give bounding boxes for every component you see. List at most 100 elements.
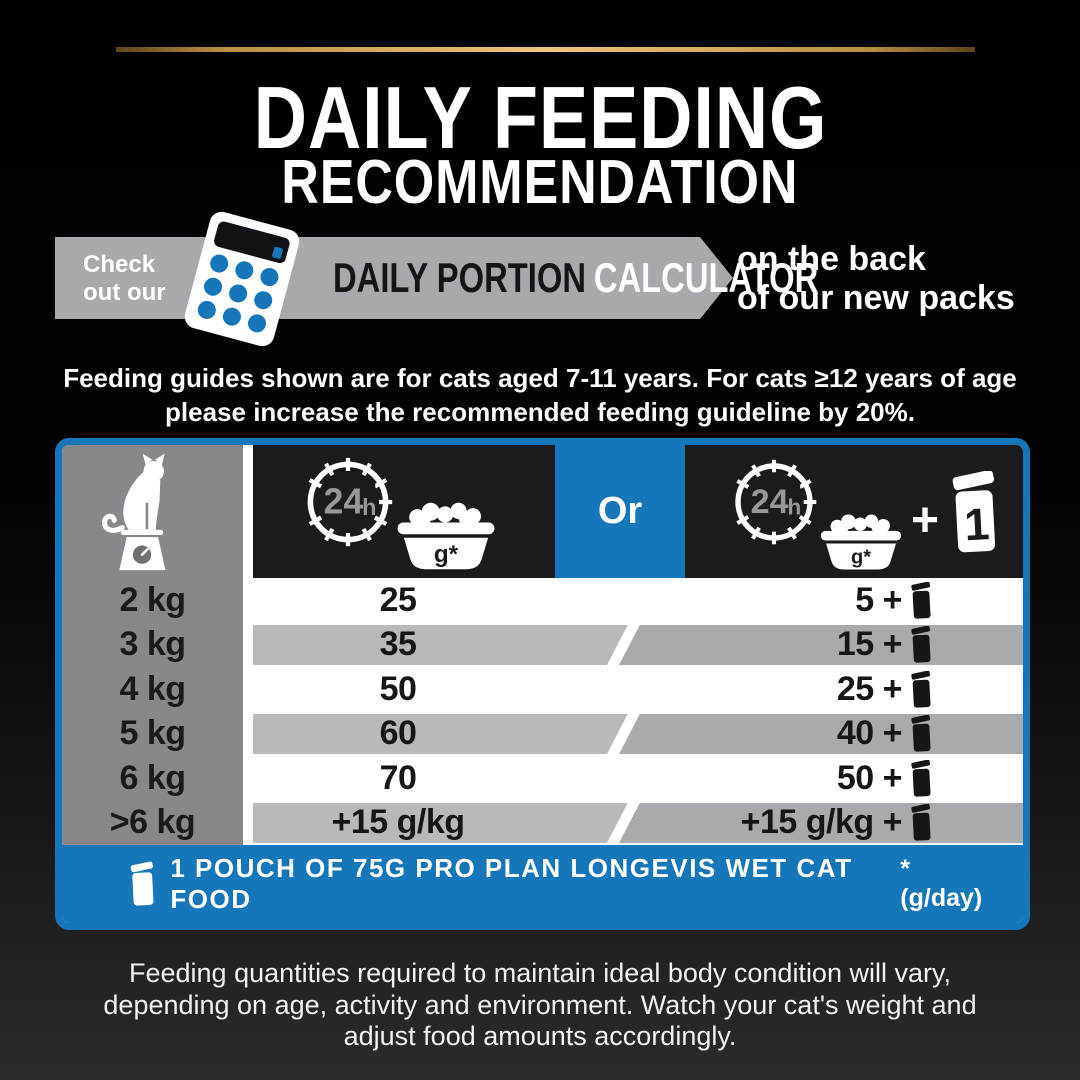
svg-text:h: h — [362, 494, 376, 520]
dry-amount: 60 — [379, 714, 417, 753]
disclaimer-line2: depending on age, activity and environme… — [103, 989, 977, 1020]
or-cell: Or — [555, 445, 685, 578]
pouch-note: 1 POUCH OF 75G PRO PLAN LONGEVIS WET CAT… — [170, 853, 853, 914]
mixed-amount: 50 + — [837, 756, 1023, 801]
unit-note: *(g/day) — [900, 855, 983, 912]
dry-amount: 50 — [379, 669, 417, 708]
banner-right-text: on the back of our new packs — [737, 240, 1015, 319]
wet-pouch-icon — [911, 759, 931, 797]
wet-pouch-icon: 1 — [951, 471, 996, 553]
svg-text:h: h — [788, 495, 802, 520]
wet-pouch-icon — [911, 715, 931, 753]
table-row: +15 g/kg +15 g/kg + — [253, 800, 1023, 846]
plus-sign: + — [911, 494, 940, 547]
header-mixed-feeding-cell: 24 h g* + 1 — [685, 445, 1023, 578]
disclaimer: Feeding quantities required to maintain … — [0, 958, 1080, 1053]
age-guideline-note: Feeding guides shown are for cats aged 7… — [0, 362, 1080, 430]
calculator-keys — [195, 252, 282, 335]
mixed-amount-text: 15 + — [836, 625, 903, 664]
weight-label: 5 kg — [119, 714, 186, 753]
clock-24h-icon: 24 h — [735, 459, 817, 545]
mixed-amount-text: +15 g/kg + — [740, 803, 903, 842]
check-line1: Check — [83, 251, 156, 278]
calculator-key — [258, 266, 281, 289]
page-subtitle: RECOMMENDATION — [0, 152, 1080, 214]
weight-labels: 2 kg 3 kg 4 kg 5 kg 6 kg >6 kg — [62, 578, 243, 845]
wet-pouch-icon — [911, 670, 931, 708]
food-bowl-icon: g* — [397, 502, 495, 570]
mixed-amount-text: 5 + — [855, 580, 902, 619]
calculator-key — [201, 275, 225, 298]
table-row: 25 5 + — [253, 578, 1023, 623]
table-footer: 1 POUCH OF 75G PRO PLAN LONGEVIS WET CAT… — [62, 845, 1023, 923]
header-dry-food-cell: 24 h g* — [253, 445, 555, 578]
calculator-cursor — [271, 246, 284, 260]
feeding-table: 2 kg 3 kg 4 kg 5 kg 6 kg >6 kg — [55, 438, 1030, 930]
row-band-left — [253, 803, 628, 844]
daily-portion-label: DAILY PORTION — [333, 254, 587, 301]
calculator-icon — [184, 211, 300, 347]
wet-pouch-icon — [130, 861, 154, 906]
cat-on-scale-icon — [102, 453, 166, 571]
weight-label: 6 kg — [119, 758, 186, 797]
food-bowl-icon: g* — [820, 514, 902, 570]
age-guideline-line1: Feeding guides shown are for cats aged 7… — [63, 363, 1017, 393]
table-row: 70 50 + — [253, 756, 1023, 801]
page-title-line2: RECOMMENDATION — [281, 148, 799, 217]
mixed-amount: +15 g/kg + — [741, 801, 1023, 846]
calculator-key — [233, 259, 256, 282]
banner-right-line2: of our new packs — [737, 279, 1015, 318]
weight-label: >6 kg — [109, 803, 196, 842]
banner-arrow — [700, 237, 733, 319]
disclaimer-line1: Feeding quantities required to maintain … — [129, 958, 951, 988]
mixed-amount-text: 25 + — [836, 669, 903, 708]
row-band-right — [619, 713, 1023, 754]
row-band-left — [253, 625, 628, 666]
page-title: DAILY FEEDING — [0, 74, 1080, 162]
table-row: 35 15 + — [253, 622, 1023, 668]
weight-label: 4 kg — [119, 669, 186, 708]
row-band-left — [253, 714, 628, 755]
wet-pouch-icon — [911, 581, 931, 619]
svg-text:1: 1 — [963, 498, 991, 550]
calculator-key — [252, 289, 275, 312]
dry-amount: +15 g/kg — [331, 803, 465, 842]
calculator-key — [195, 298, 218, 321]
table-rows: 25 5 + 35 15 + 50 25 + — [253, 578, 1023, 845]
clock-24h-icon: 24 h — [307, 457, 393, 547]
calculator-key — [208, 252, 231, 275]
wet-pouch-icon — [911, 626, 931, 664]
row-band-right — [619, 802, 1023, 843]
page-title-line1: DAILY FEEDING — [253, 68, 827, 167]
weight-column: 2 kg 3 kg 4 kg 5 kg 6 kg >6 kg — [62, 445, 243, 845]
age-guideline-line2: please increase the recommended feeding … — [165, 396, 915, 427]
dry-amount: 35 — [379, 625, 417, 664]
mixed-amount: 15 + — [837, 623, 1023, 668]
weight-label: 3 kg — [119, 625, 186, 664]
mixed-amount: 40 + — [837, 712, 1023, 757]
svg-text:24: 24 — [751, 483, 789, 521]
calculator-banner: Check out our DAILY PORTION CALCU — [55, 211, 818, 347]
banner-right-line1: on the back — [737, 240, 926, 278]
table-row: 60 40 + — [253, 711, 1023, 757]
calculator-label: CALCULATOR — [593, 254, 819, 301]
table-row: 50 25 + — [253, 667, 1023, 712]
dry-amount: 25 — [379, 580, 417, 619]
svg-text:24: 24 — [324, 481, 364, 521]
calculator-key — [245, 312, 269, 335]
dry-amount: 70 — [379, 758, 417, 797]
or-label: Or — [597, 490, 643, 532]
svg-text:g*: g* — [434, 541, 459, 568]
mixed-amount: 25 + — [837, 667, 1023, 712]
row-band-right — [619, 624, 1023, 665]
check-out-our-label: Check out our — [83, 251, 166, 306]
mixed-amount-text: 50 + — [836, 758, 903, 797]
calculator-key — [227, 282, 250, 305]
daily-portion-calculator-title: DAILY PORTION CALCULATOR — [333, 237, 955, 319]
check-line2: out our — [83, 278, 166, 306]
weight-label: 2 kg — [119, 580, 186, 619]
mixed-amount-text: 40 + — [836, 714, 903, 753]
svg-text:g*: g* — [851, 547, 871, 569]
calculator-key — [220, 305, 243, 328]
